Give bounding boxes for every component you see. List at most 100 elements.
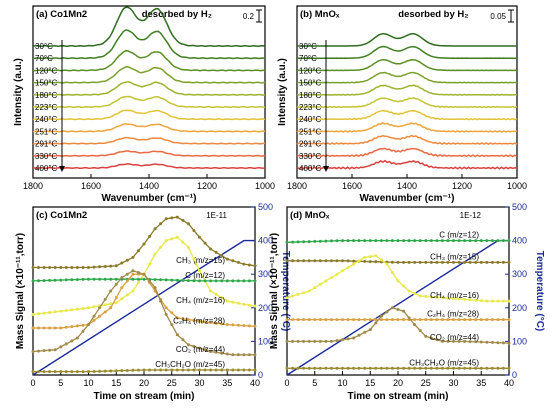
series-marker xyxy=(390,239,394,243)
series-marker xyxy=(37,312,40,316)
series-marker xyxy=(192,279,196,283)
series-marker xyxy=(70,339,74,343)
spectrum-line xyxy=(32,66,266,84)
series-marker xyxy=(70,266,74,269)
y2-tick-label: 500 xyxy=(512,202,527,212)
series-marker xyxy=(468,239,472,243)
y-axis-title: Intensity (a.u.) xyxy=(277,58,288,126)
series-marker xyxy=(291,259,295,263)
series-temp-label: 120°C xyxy=(299,66,322,75)
series-temp-label: 400°C xyxy=(35,164,58,173)
series-marker xyxy=(407,239,411,243)
series-marker xyxy=(131,277,135,281)
series-marker xyxy=(247,303,251,307)
series-marker xyxy=(64,266,68,269)
series-marker xyxy=(468,298,472,302)
y-axis-title: Mass Signal (×10⁻¹¹,torr) xyxy=(15,233,26,349)
spectrum-line xyxy=(296,45,517,60)
series-marker xyxy=(396,318,400,322)
series-marker xyxy=(402,309,406,313)
series-marker xyxy=(125,279,129,283)
series-marker xyxy=(164,368,168,372)
spectrum-line xyxy=(32,6,266,48)
series-marker xyxy=(396,366,400,370)
series-marker xyxy=(346,266,350,269)
series-marker xyxy=(170,323,174,327)
series-marker xyxy=(418,366,422,370)
series-marker xyxy=(181,218,185,222)
series-marker xyxy=(53,310,57,314)
series-marker xyxy=(225,257,229,261)
series-marker xyxy=(313,366,317,370)
series-marker xyxy=(346,318,350,322)
series-marker xyxy=(231,323,235,327)
series-marker xyxy=(318,318,322,322)
series-marker xyxy=(307,259,311,263)
series-marker xyxy=(98,306,102,310)
series-marker xyxy=(335,272,339,276)
spectrum-line xyxy=(296,109,518,121)
series-marker xyxy=(474,366,478,370)
spectrum-line xyxy=(32,29,266,60)
series-marker xyxy=(253,353,257,357)
series-marker xyxy=(70,308,74,312)
x-tick-label: 1800 xyxy=(287,181,307,191)
series-marker xyxy=(98,277,102,281)
series-marker xyxy=(318,282,322,286)
panel-title: (a) Co1Mn2 xyxy=(36,9,87,20)
series-marker xyxy=(31,279,35,283)
series-marker xyxy=(413,239,417,243)
series-marker xyxy=(335,259,339,263)
series-marker xyxy=(363,318,367,322)
scale-bar-label: 0.05 xyxy=(490,12,506,21)
series-marker xyxy=(291,339,295,343)
series-marker xyxy=(501,260,505,264)
series-marker xyxy=(53,370,57,374)
series-marker xyxy=(413,323,417,327)
series-marker xyxy=(440,366,444,370)
series-marker xyxy=(131,289,135,293)
series-marker xyxy=(120,276,124,280)
series-marker xyxy=(170,216,174,220)
series-marker xyxy=(214,321,218,325)
x-axis-title: Time on stream (min) xyxy=(348,391,449,402)
series-marker xyxy=(479,366,483,370)
arrow-head xyxy=(323,166,329,172)
series-marker xyxy=(490,239,494,243)
series-marker xyxy=(396,260,400,264)
spectrum-line xyxy=(32,80,266,96)
y2-tick-label: 100 xyxy=(258,336,273,346)
series-marker xyxy=(64,325,68,329)
series-marker xyxy=(242,324,246,328)
series-marker xyxy=(70,325,74,329)
series-marker xyxy=(313,286,317,290)
series-marker xyxy=(402,366,406,370)
series-marker xyxy=(335,239,339,243)
series-marker xyxy=(413,292,417,295)
series-marker xyxy=(253,304,257,308)
series-marker xyxy=(103,369,107,373)
series-marker xyxy=(125,258,129,262)
series-marker xyxy=(374,366,378,370)
series-marker xyxy=(407,260,411,264)
x-tick-label: 5 xyxy=(312,378,317,388)
series-marker xyxy=(75,336,79,340)
series-marker xyxy=(31,370,35,374)
y2-tick-label: 400 xyxy=(512,236,527,246)
x-tick-label: 25 xyxy=(421,378,431,388)
series-marker xyxy=(42,266,46,269)
series-marker xyxy=(452,297,455,301)
scale-bar-label: 1E-11 xyxy=(206,211,227,220)
x-tick-label: 0 xyxy=(284,378,289,388)
series-marker xyxy=(37,279,40,283)
series-marker xyxy=(424,239,428,243)
series-marker xyxy=(59,266,63,269)
series-marker xyxy=(114,301,118,305)
series-marker xyxy=(335,318,339,322)
plot-frame xyxy=(296,5,518,179)
x-tick-label: 1800 xyxy=(23,181,43,191)
x-tick-label: 35 xyxy=(476,378,486,388)
series-temp-label: 400°C xyxy=(299,164,322,173)
series-marker xyxy=(164,306,168,310)
series-marker xyxy=(335,366,339,370)
